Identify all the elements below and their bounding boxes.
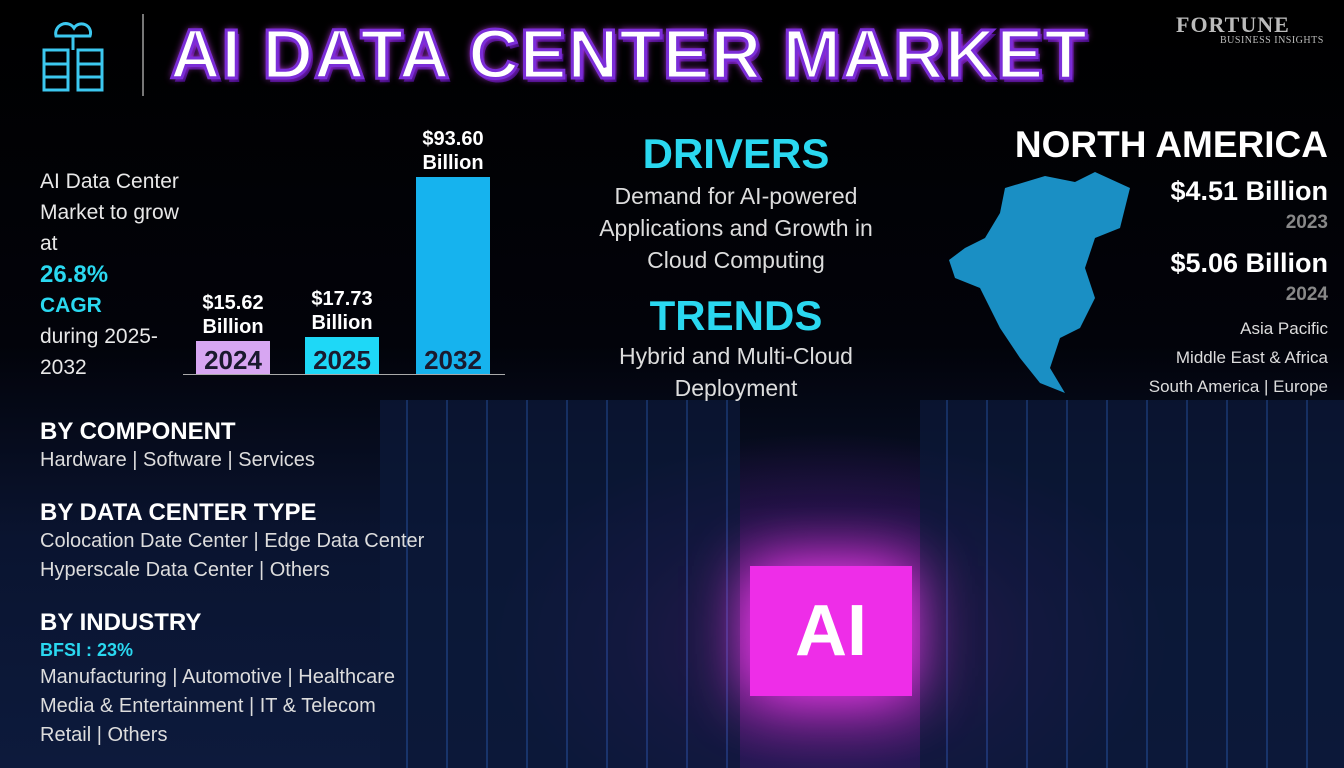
- bar: 2024: [196, 341, 270, 375]
- segment-line: Retail | Others: [40, 724, 168, 746]
- segments: BY COMPONENT Hardware | Software | Servic…: [40, 418, 424, 750]
- value-label: $93.60 Billion: [422, 128, 484, 174]
- value-label: $17.73 Billion: [311, 287, 373, 334]
- trends-title: TRENDS: [649, 292, 823, 339]
- segment-highlight: BFSI : 23%: [40, 640, 134, 660]
- segment-title: BY DATA CENTER TYPE: [40, 499, 317, 526]
- region-other: Asia Pacific: [1240, 319, 1328, 338]
- segment-line: Manufacturing | Automotive | Healthcare: [40, 666, 396, 688]
- segment-line: Media & Entertainment | IT & Telecom: [40, 695, 376, 717]
- value-label: $15.62 Billion: [202, 292, 264, 339]
- icon: [42, 22, 104, 92]
- ai-screen: AI: [750, 566, 912, 696]
- region-figures: $4.51 Billion 2023 $5.06 Billion 2024: [1028, 174, 1328, 318]
- segment-line: Hardware | Software | Services: [40, 449, 315, 471]
- drivers-text: Demand for AI-powered Applications and G…: [599, 183, 873, 273]
- cagr-label: CAGR: [40, 294, 102, 317]
- region-value: $5.06 Billion: [1170, 248, 1328, 278]
- segment-title: BY COMPONENT: [40, 418, 236, 445]
- ai-label: AI: [795, 591, 867, 671]
- server-racks-right: [920, 400, 1344, 768]
- region-other: Middle East & Africa: [1175, 348, 1328, 367]
- growth-intro: AI Data Center Market to grow at: [40, 170, 179, 255]
- segment-line: Colocation Date Center | Edge Data Cente…: [40, 530, 425, 552]
- period: during 2025-2032: [40, 325, 158, 379]
- logo-tagline: BUSINESS INSIGHTS: [1220, 35, 1324, 46]
- north-america-map: [949, 172, 1130, 393]
- logo: FORTUNE BUSINESS INSIGHTS: [1176, 14, 1324, 46]
- region-year: 2024: [1285, 284, 1328, 305]
- segment-title: BY INDUSTRY: [40, 609, 202, 636]
- region-name: NORTH AMERICA: [1014, 124, 1328, 165]
- region-value: $4.51 Billion: [1170, 176, 1328, 206]
- year-label: 2032: [424, 345, 482, 375]
- bar: 2032: [416, 177, 490, 375]
- drivers-title: DRIVERS: [642, 130, 830, 177]
- cagr: 26.8%: [40, 261, 109, 288]
- region-others: Asia Pacific Middle East & Africa South Am…: [1149, 314, 1328, 401]
- divider: [142, 14, 144, 96]
- server-racks-left: [380, 400, 740, 768]
- growth: AI Data Center Market to grow at 26.8% C…: [40, 166, 190, 383]
- region-year: 2023: [1285, 212, 1328, 233]
- segment-line: Hyperscale Data Center | Others: [40, 559, 330, 581]
- year-label: 2025: [313, 345, 371, 375]
- year-label: 2024: [204, 345, 262, 375]
- trends-text: Hybrid and Multi-Cloud Deployment: [619, 343, 853, 401]
- bar-chart: 2024 $15.62 Billion 2025 $17.73 Billion 2032…: [183, 120, 505, 375]
- bar: 2025: [305, 336, 379, 375]
- logo-name: FORTUNE: [1176, 12, 1290, 37]
- region-other: South America | Europe: [1148, 377, 1328, 396]
- title: AI DATA CENTER MARKET: [169, 14, 1089, 95]
